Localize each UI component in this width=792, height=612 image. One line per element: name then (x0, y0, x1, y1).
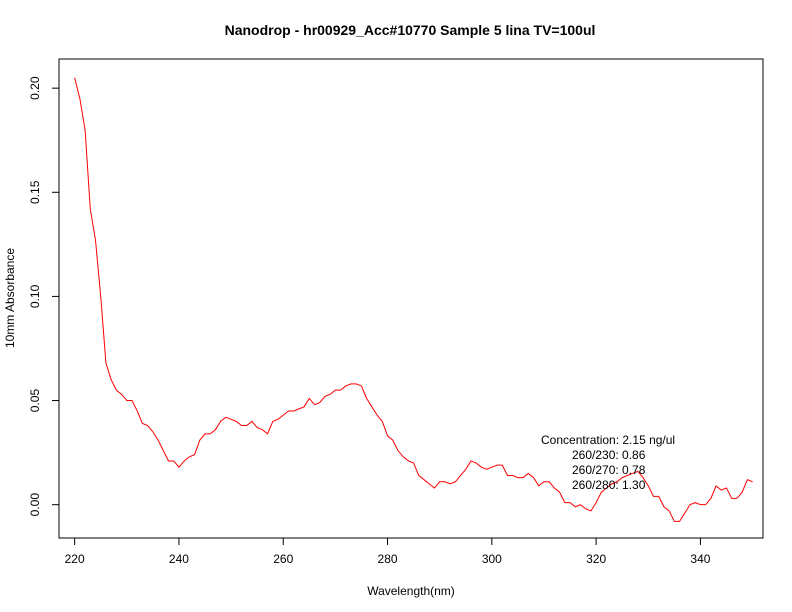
x-tick-label: 220 (65, 552, 85, 566)
x-tick-label: 300 (482, 552, 502, 566)
ratio-260-270-text: 260/270: 0.78 (572, 463, 646, 477)
y-axis: 0.00 0.05 0.10 0.15 0.20 (28, 76, 59, 516)
y-tick-label: 0.05 (28, 389, 42, 413)
x-tick-label: 260 (273, 552, 293, 566)
x-axis: 220 240 260 280 300 320 340 (65, 538, 711, 566)
y-tick-label: 0.15 (28, 180, 42, 204)
chart-title: Nanodrop - hr00929_Acc#10770 Sample 5 li… (225, 22, 596, 38)
x-axis-label: Wavelength(nm) (367, 584, 455, 598)
x-tick-label: 240 (169, 552, 189, 566)
plot-frame (58, 58, 764, 539)
concentration-text: Concentration: 2.15 ng/ul (541, 433, 675, 447)
ratio-260-280-text: 260/280: 1.30 (572, 478, 646, 492)
y-axis-label: 10mm Absorbance (3, 248, 17, 348)
y-tick-label: 0.00 (28, 493, 42, 517)
ratio-260-230-text: 260/230: 0.86 (572, 448, 646, 462)
annotation-box: Concentration: 2.15 ng/ul 260/230: 0.86 … (541, 433, 675, 492)
y-tick-label: 0.20 (28, 76, 42, 100)
y-tick-label: 0.10 (28, 284, 42, 308)
absorbance-series-line (74, 77, 753, 522)
x-tick-label: 340 (690, 552, 710, 566)
x-tick-label: 320 (586, 552, 606, 566)
x-tick-label: 280 (378, 552, 398, 566)
